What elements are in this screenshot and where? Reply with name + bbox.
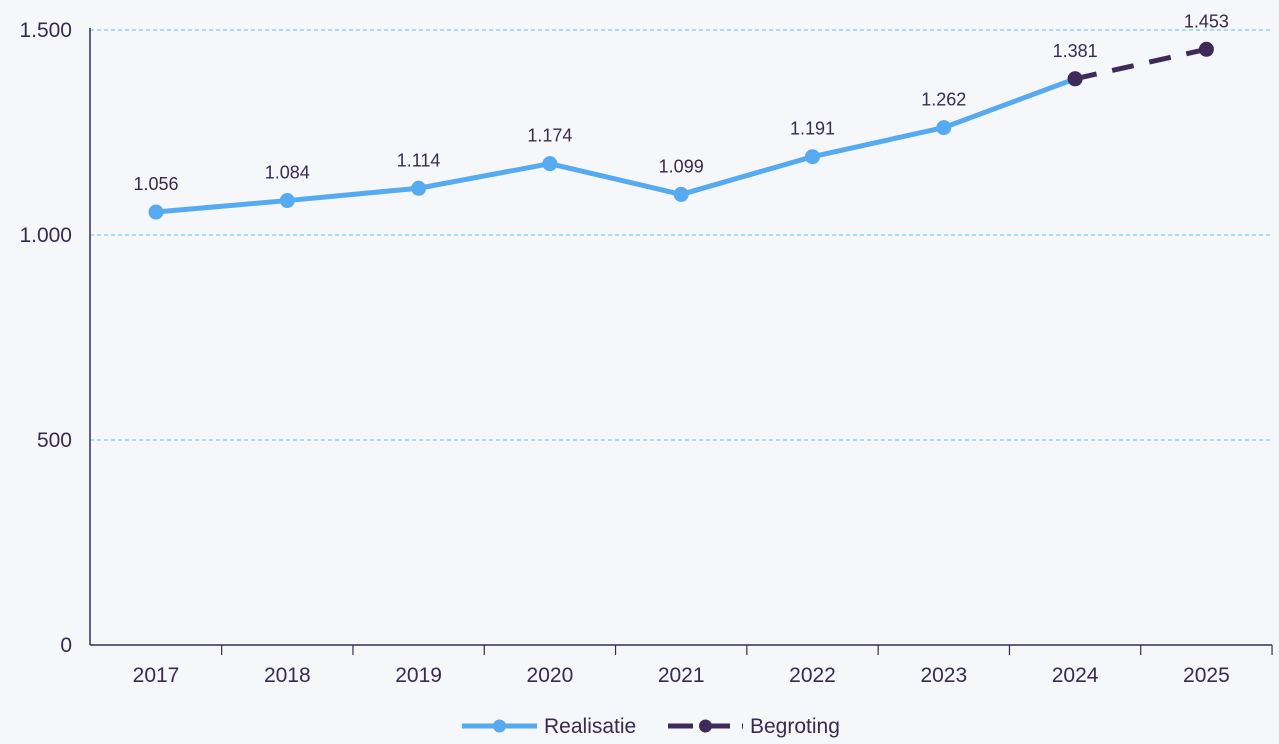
legend-marker-begroting (699, 719, 712, 733)
data-labels: 1.056 1.084 1.114 1.174 1.099 1.191 1.262 1.381… (133, 11, 1228, 194)
data-point-begroting (1067, 71, 1083, 87)
y-tick-label: 1.500 (19, 19, 72, 42)
data-point-realisatie (673, 186, 689, 202)
gridlines (90, 29, 1272, 441)
x-tick-label: 2020 (527, 664, 574, 687)
x-tick-label: 2017 (133, 664, 180, 687)
data-label: 1.191 (790, 119, 835, 139)
legend-marker-realisatie (493, 719, 506, 733)
data-label: 1.262 (921, 90, 966, 110)
y-tick-label: 500 (37, 429, 72, 452)
data-point-realisatie (279, 193, 295, 209)
data-label: 1.381 (1053, 41, 1098, 61)
data-label: 1.084 (265, 163, 310, 183)
data-label: 1.056 (133, 174, 178, 194)
axes: 0 500 1.000 1.500 2017 2018 2019 2020 2021 2022 20… (19, 19, 1273, 687)
x-tick-label: 2025 (1183, 664, 1230, 687)
y-tick-label: 0 (60, 634, 72, 657)
data-point-realisatie (805, 149, 820, 165)
x-tick-label: 2022 (789, 664, 836, 687)
series-lines (148, 41, 1214, 220)
legend-label-realisatie: Realisatie (544, 715, 636, 738)
x-tick-label: 2018 (264, 664, 311, 687)
data-label: 1.174 (527, 126, 572, 146)
y-tick-label: 1.000 (19, 224, 72, 247)
legend: Realisatie Begroting (462, 715, 840, 738)
series-line-realisatie (153, 76, 1078, 215)
data-point-realisatie (148, 204, 164, 220)
x-tick-label: 2024 (1052, 664, 1099, 687)
x-tick-label: 2023 (920, 664, 967, 687)
x-tick-label: 2021 (658, 664, 705, 687)
x-tick-label: 2019 (395, 664, 442, 687)
data-point-begroting (1198, 41, 1214, 57)
data-point-realisatie (542, 156, 558, 172)
legend-label-begroting: Begroting (750, 715, 840, 738)
data-point-realisatie (936, 120, 952, 136)
data-label: 1.114 (397, 150, 441, 170)
data-label: 1.099 (659, 156, 704, 176)
data-point-realisatie (411, 180, 427, 196)
data-label: 1.453 (1184, 11, 1229, 31)
